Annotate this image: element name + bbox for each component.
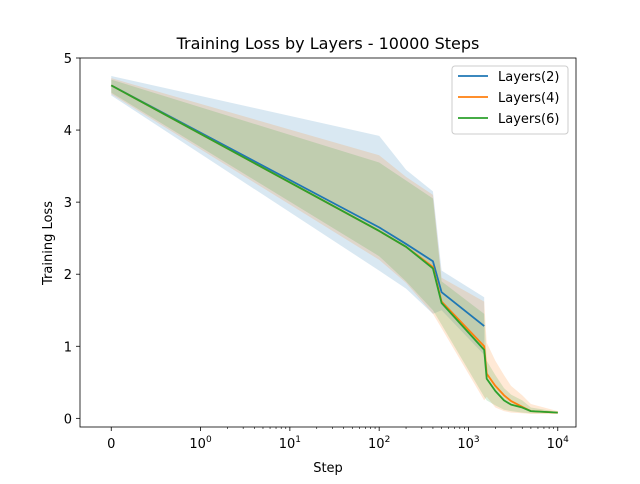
y-tick-label: 5 [64, 52, 72, 67]
plot-frame [79, 57, 577, 428]
legend-label: Layers(2) [498, 70, 559, 85]
series-lines [110, 84, 558, 414]
chart-title: Training Loss by Layers - 10000 Steps [176, 34, 480, 53]
confidence-bands [111, 76, 558, 415]
line-layers2 [110, 84, 485, 327]
x-tick-label: 0 [107, 437, 115, 452]
y-tick-label: 1 [64, 340, 72, 355]
y-axis-ticks: 0 1 2 3 4 5 [64, 52, 80, 427]
band-layers4 [111, 78, 558, 415]
line-layers6 [110, 84, 558, 414]
legend: Layers(2) Layers(4) Layers(6) [451, 65, 569, 135]
y-tick-label: 2 [64, 268, 72, 283]
x-axis-label: Step [313, 461, 343, 476]
y-axis-label: Training Loss [41, 201, 56, 286]
y-tick-label: 0 [64, 412, 72, 427]
legend-frame [451, 65, 569, 135]
legend-label: Layers(4) [498, 91, 559, 106]
y-tick-label: 3 [64, 196, 72, 211]
legend-label: Layers(6) [498, 112, 559, 127]
y-tick-label: 4 [64, 124, 72, 139]
band-layers2 [111, 76, 485, 355]
band-layers6 [111, 79, 558, 414]
